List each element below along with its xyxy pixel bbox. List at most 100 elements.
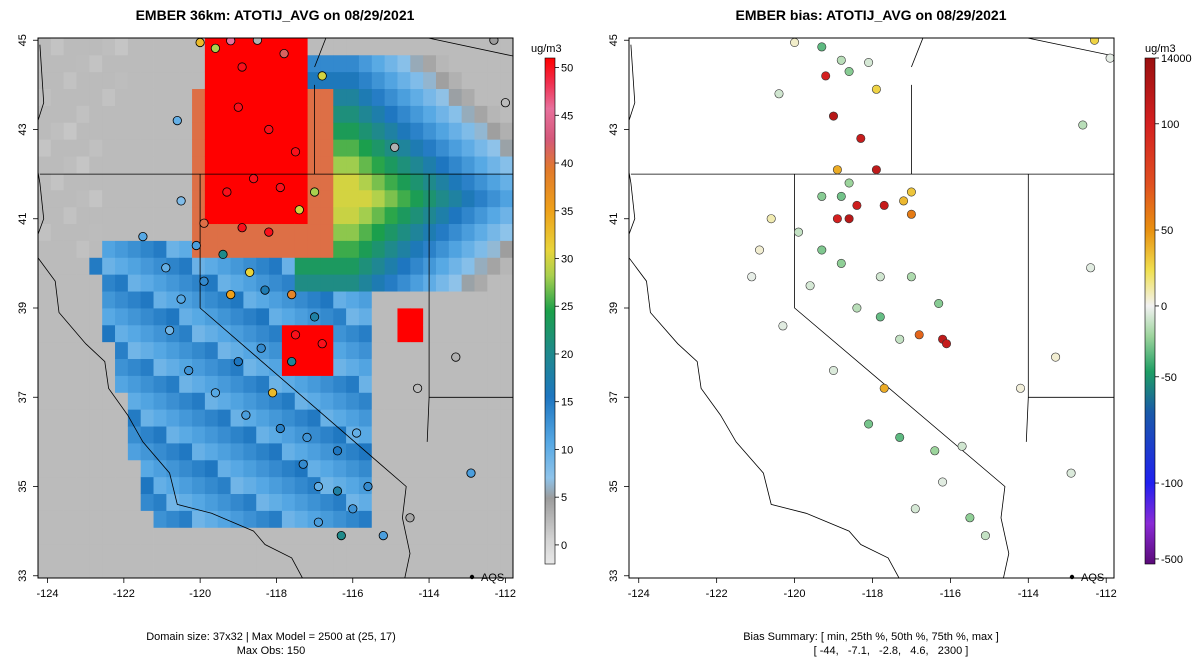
grid-cell <box>397 257 411 275</box>
grid-cell <box>500 561 513 578</box>
grid-cell <box>38 274 52 292</box>
grid-cell <box>192 139 206 157</box>
grid-cell <box>127 257 142 275</box>
grid-cell <box>256 71 270 90</box>
grid-cell <box>140 544 154 562</box>
grid-cell <box>102 54 116 73</box>
obs-site <box>390 142 400 152</box>
x-tick-label: -118 <box>862 588 883 600</box>
grid-cell <box>461 443 475 461</box>
grid-cell <box>448 88 463 106</box>
grid-cell <box>256 206 270 225</box>
grid-cell <box>102 324 116 343</box>
grid-cell <box>320 291 334 309</box>
grid-cell <box>50 308 65 326</box>
grid-cell <box>384 240 398 258</box>
grid-cell <box>89 105 103 123</box>
grid-cell <box>127 308 142 326</box>
grid-cell <box>76 206 90 225</box>
grid-cell <box>50 88 65 106</box>
bias-site <box>754 245 764 255</box>
obs-site <box>348 504 358 514</box>
grid-cell <box>140 358 154 376</box>
obs-site <box>351 428 362 438</box>
grid-cell <box>89 324 103 343</box>
bias-site <box>1078 120 1088 130</box>
grid-cell <box>281 308 296 326</box>
grid-cell <box>333 274 347 292</box>
grid-cell <box>153 291 167 309</box>
bias-site <box>1105 53 1114 63</box>
bias-site <box>910 504 920 514</box>
grid-cell <box>140 493 154 511</box>
grid-cell <box>243 324 257 343</box>
grid-cell <box>371 54 386 73</box>
grid-cell <box>397 443 411 461</box>
obs-site <box>363 481 373 492</box>
bias-site <box>914 330 924 340</box>
grid-cell <box>500 392 513 410</box>
bias-summary-line1: Bias Summary: [ min, 25th %, 50th %, 75t… <box>743 631 999 643</box>
grid-cell <box>89 206 103 225</box>
bias-site <box>899 196 909 206</box>
grid-cell <box>115 71 129 90</box>
y-tick-label: 43 <box>608 123 620 135</box>
grid-cell <box>281 392 296 410</box>
grid-cell <box>115 476 129 495</box>
model-grid <box>38 38 513 578</box>
grid-cell <box>89 122 103 140</box>
bias-summary-line2: [ -44, -7.1, -2.8, 4.6, 2300 ] <box>814 645 969 657</box>
grid-cell <box>371 561 386 578</box>
grid-cell <box>371 240 386 258</box>
grid-cell <box>487 476 501 495</box>
grid-cell <box>217 88 231 106</box>
x-tick-label: -112 <box>495 588 516 600</box>
grid-cell <box>487 274 501 292</box>
bias-site <box>844 178 854 188</box>
grid-cell <box>500 527 513 545</box>
grid-cell <box>397 375 411 393</box>
x-tick-label: -124 <box>37 588 59 600</box>
grid-cell <box>63 156 77 174</box>
grid-cell <box>487 88 501 106</box>
grid-cell <box>38 88 52 106</box>
grid-cell <box>50 139 65 157</box>
grid-cell <box>63 375 77 393</box>
grid-cell <box>397 240 411 258</box>
grid-cell <box>102 341 116 360</box>
grid-cell <box>179 476 193 495</box>
bias-site <box>1015 383 1025 393</box>
grid-cell <box>281 561 296 578</box>
grid-cell <box>320 392 334 410</box>
grid-cell <box>256 189 270 208</box>
grid-cell <box>474 156 488 174</box>
grid-cell <box>102 476 116 495</box>
obs-site <box>210 388 220 398</box>
grid-cell <box>333 257 347 275</box>
obs-site <box>226 289 236 300</box>
grid-cell <box>487 493 501 511</box>
grid-cell <box>410 122 424 140</box>
obs-site <box>500 98 510 108</box>
grid-cell <box>166 443 180 461</box>
grid-cell <box>461 375 475 393</box>
grid-cell <box>166 88 180 106</box>
obs-site <box>222 187 232 197</box>
grid-cell <box>410 291 424 309</box>
grid-cell <box>192 308 206 326</box>
grid-cell <box>192 392 206 410</box>
grid-cell <box>230 257 244 275</box>
bias-site <box>957 441 967 451</box>
grid-cell <box>448 139 463 157</box>
grid-cell <box>230 443 244 461</box>
grid-cell <box>397 561 411 578</box>
grid-cell <box>397 105 411 123</box>
grid-cell <box>140 341 154 360</box>
grid-cell <box>294 544 308 562</box>
grid-cell <box>256 544 270 562</box>
grid-cell <box>461 139 475 157</box>
grid-cell <box>127 105 142 123</box>
grid-cell <box>217 426 231 444</box>
grid-cell <box>307 223 321 241</box>
grid-cell <box>50 476 65 495</box>
